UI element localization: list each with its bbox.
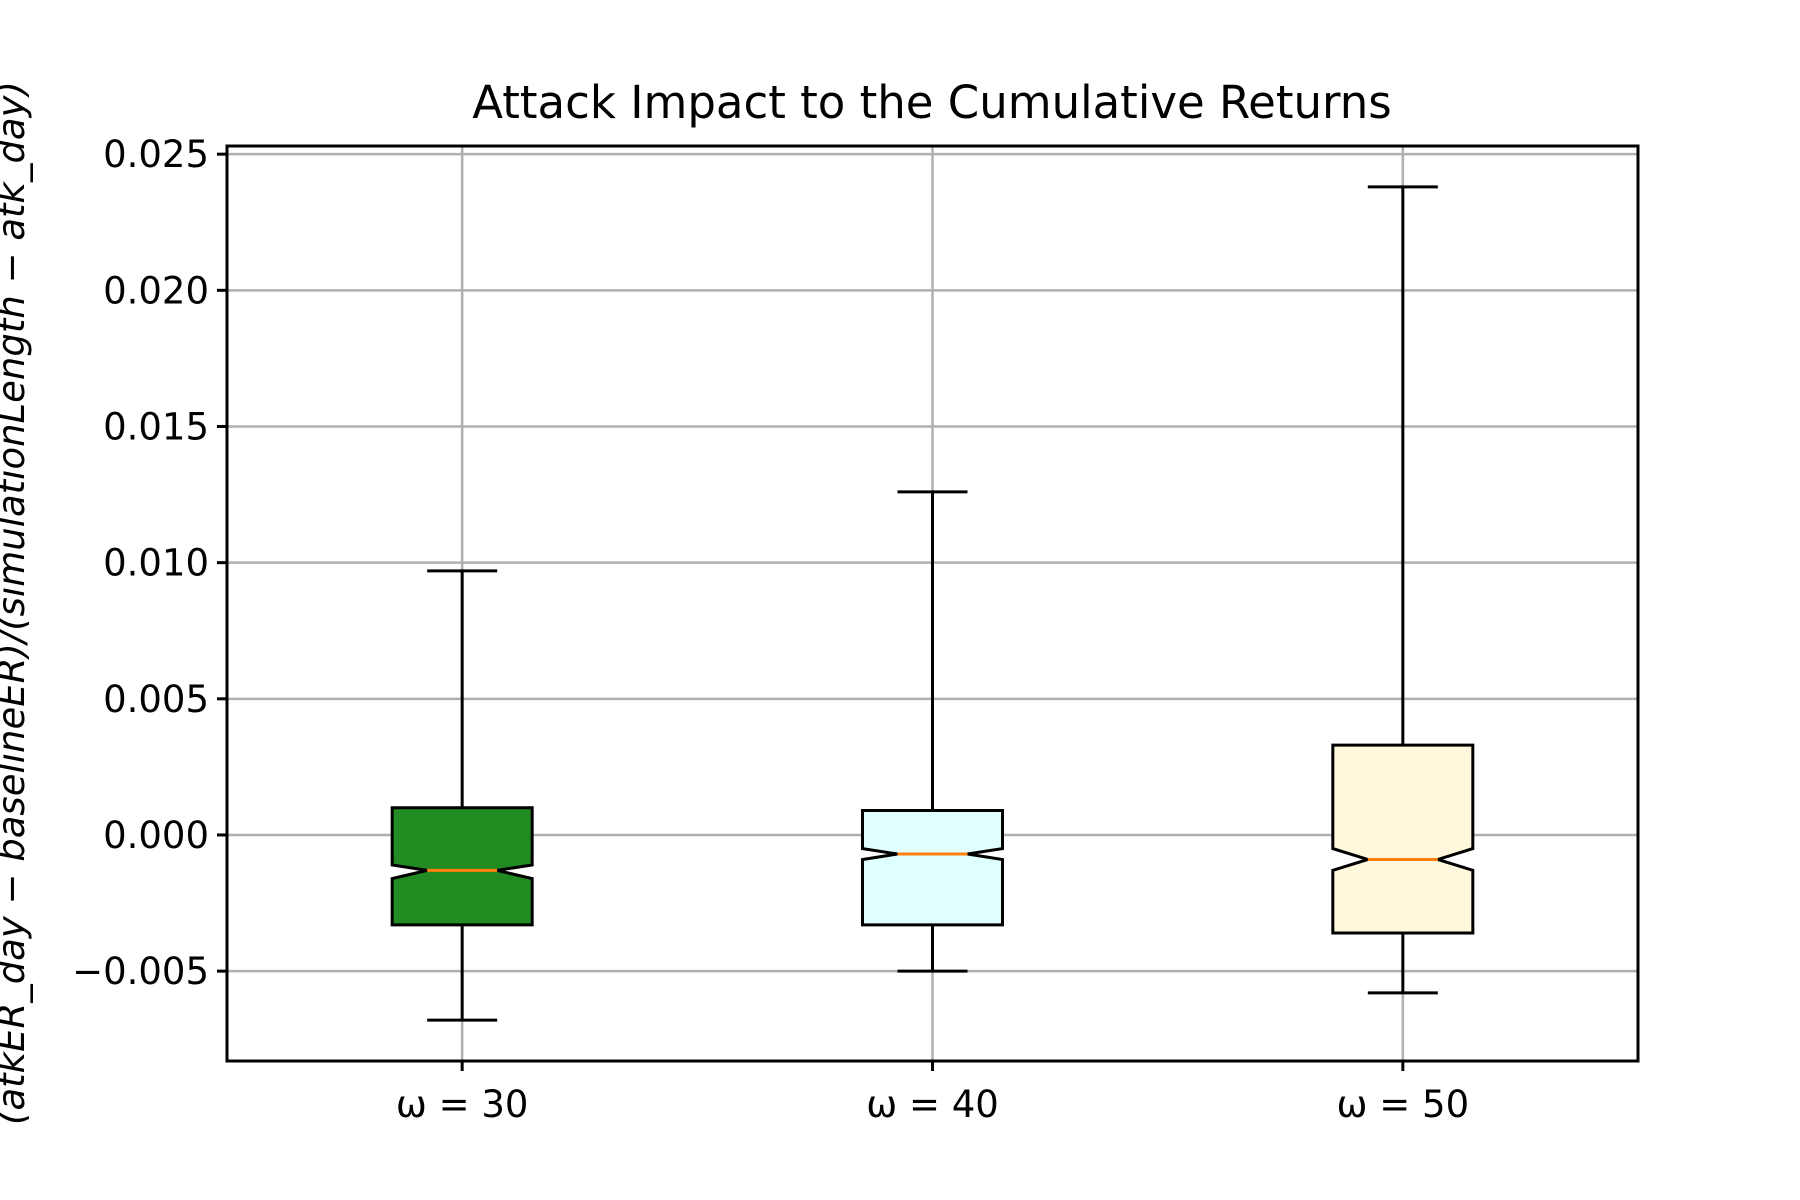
notched-box [861, 808, 1004, 927]
y-axis-label: (atkER_day − baselineER)/(simulationLeng… [0, 81, 33, 1125]
x-tick-label: ω = 50 [1337, 1083, 1470, 1126]
y-tick-label: 0.010 [103, 542, 209, 585]
box-layer [390, 185, 1475, 1022]
x-tick-label: ω = 30 [396, 1083, 529, 1126]
notched-box [390, 806, 534, 927]
x-tick-label: ω = 40 [866, 1083, 999, 1126]
y-tick-label: 0.000 [103, 814, 209, 857]
box-series-1 [390, 569, 534, 1022]
y-tick-label: 0.015 [103, 405, 209, 448]
y-tick-label: 0.005 [103, 678, 209, 721]
box-series-2 [861, 490, 1004, 973]
y-tick-label: −0.005 [72, 950, 209, 993]
chart-title: Attack Impact to the Cumulative Returns [472, 76, 1391, 129]
notched-box [1331, 743, 1475, 935]
y-tick-label: 0.020 [103, 269, 209, 312]
x-tick-layer: ω = 30 ω = 40 ω = 50 [396, 1061, 1469, 1126]
box-series-3 [1331, 185, 1475, 995]
y-tick-label: 0.025 [103, 133, 209, 176]
y-tick-layer: −0.005 0.000 0.005 0.010 0.015 0.020 0.025 [72, 133, 227, 993]
